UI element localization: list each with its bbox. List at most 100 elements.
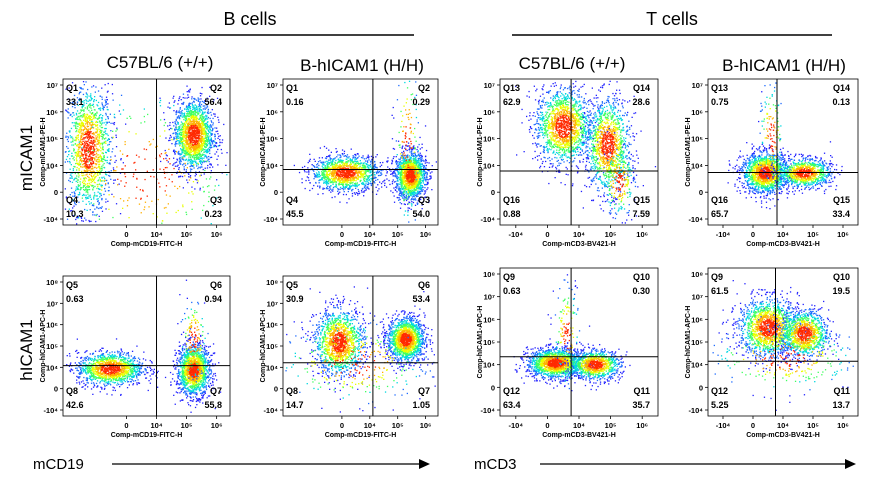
event-dot [338, 179, 340, 182]
event-dot [211, 140, 213, 143]
event-dot [81, 150, 83, 152]
event-dot [189, 144, 191, 146]
event-dot [116, 127, 118, 129]
event-dot [89, 116, 91, 118]
event-dot [67, 140, 69, 143]
event-dot [339, 191, 341, 193]
event-dot [364, 160, 367, 162]
event-dot [150, 143, 152, 145]
event-dot [428, 199, 430, 201]
event-dot [206, 144, 209, 146]
event-dot [83, 184, 85, 187]
event-dot [191, 120, 193, 123]
event-dot [174, 150, 176, 152]
event-dot [65, 110, 68, 112]
event-dot [83, 110, 85, 112]
event-dot [208, 112, 210, 114]
event-dot [82, 132, 84, 134]
event-dot [342, 189, 345, 191]
event-dot [183, 101, 185, 104]
event-dot [92, 142, 95, 144]
event-dot [308, 171, 310, 173]
event-dot [198, 160, 201, 163]
event-dot [182, 102, 185, 104]
event-dot [342, 187, 344, 190]
event-dot [89, 115, 91, 117]
event-dot [382, 161, 384, 164]
event-dot [101, 144, 104, 146]
event-dot [77, 149, 79, 151]
event-dot [364, 172, 366, 174]
event-dot [380, 172, 382, 174]
event-dot [74, 152, 76, 154]
event-dot [338, 159, 340, 162]
event-dot [334, 157, 336, 159]
event-dot [212, 166, 214, 168]
event-dot [195, 131, 198, 133]
event-dot [197, 127, 200, 129]
event-dot [324, 187, 326, 190]
event-dot [95, 86, 97, 88]
event-dot [195, 173, 197, 176]
event-dot [76, 223, 78, 225]
event-dot [93, 157, 95, 159]
event-dot [354, 177, 356, 179]
event-dot [401, 185, 403, 187]
event-dot [328, 179, 331, 181]
event-dot [75, 140, 77, 142]
event-dot [70, 113, 72, 116]
event-dot [395, 169, 397, 171]
event-dot [144, 178, 146, 181]
event-dot [414, 164, 416, 167]
event-dot [159, 168, 161, 170]
event-dot [90, 136, 92, 139]
event-dot [377, 170, 379, 172]
event-dot [201, 100, 203, 103]
event-dot [73, 150, 75, 152]
event-dot [70, 141, 72, 143]
event-dot [206, 157, 208, 159]
event-dot [190, 163, 192, 165]
event-dot [174, 142, 177, 144]
event-dot [176, 143, 178, 145]
event-dot [152, 213, 154, 215]
event-dot [324, 165, 326, 167]
event-dot [374, 165, 376, 167]
event-dot [403, 195, 406, 198]
event-dot [180, 153, 182, 156]
event-dot [112, 148, 114, 150]
event-dot [87, 158, 89, 160]
event-dot [335, 148, 337, 150]
event-dot [350, 163, 352, 165]
event-dot [65, 135, 67, 137]
event-dot [122, 109, 125, 111]
event-dot [86, 164, 89, 166]
event-dot [358, 184, 360, 186]
event-dot [85, 219, 87, 221]
event-dot [333, 180, 335, 182]
event-dot [203, 157, 205, 159]
event-dot [178, 116, 180, 118]
event-dot [72, 169, 74, 172]
event-dot [87, 145, 89, 147]
event-dot [190, 138, 192, 140]
event-dot [101, 160, 103, 163]
event-dot [392, 157, 394, 160]
event-dot [339, 166, 341, 168]
event-dot [81, 107, 83, 109]
event-dot [81, 124, 83, 126]
event-dot [192, 145, 195, 147]
event-dot [83, 115, 85, 117]
event-dot [66, 155, 69, 158]
event-dot [210, 120, 212, 122]
event-dot [142, 189, 144, 191]
event-dot [332, 178, 334, 181]
event-dot [77, 134, 80, 136]
event-dot [175, 128, 177, 130]
event-dot [67, 135, 69, 138]
event-dot [210, 156, 213, 158]
event-dot [189, 113, 191, 115]
event-dot [89, 103, 91, 105]
event-dot [341, 175, 343, 177]
event-dot [76, 145, 78, 147]
